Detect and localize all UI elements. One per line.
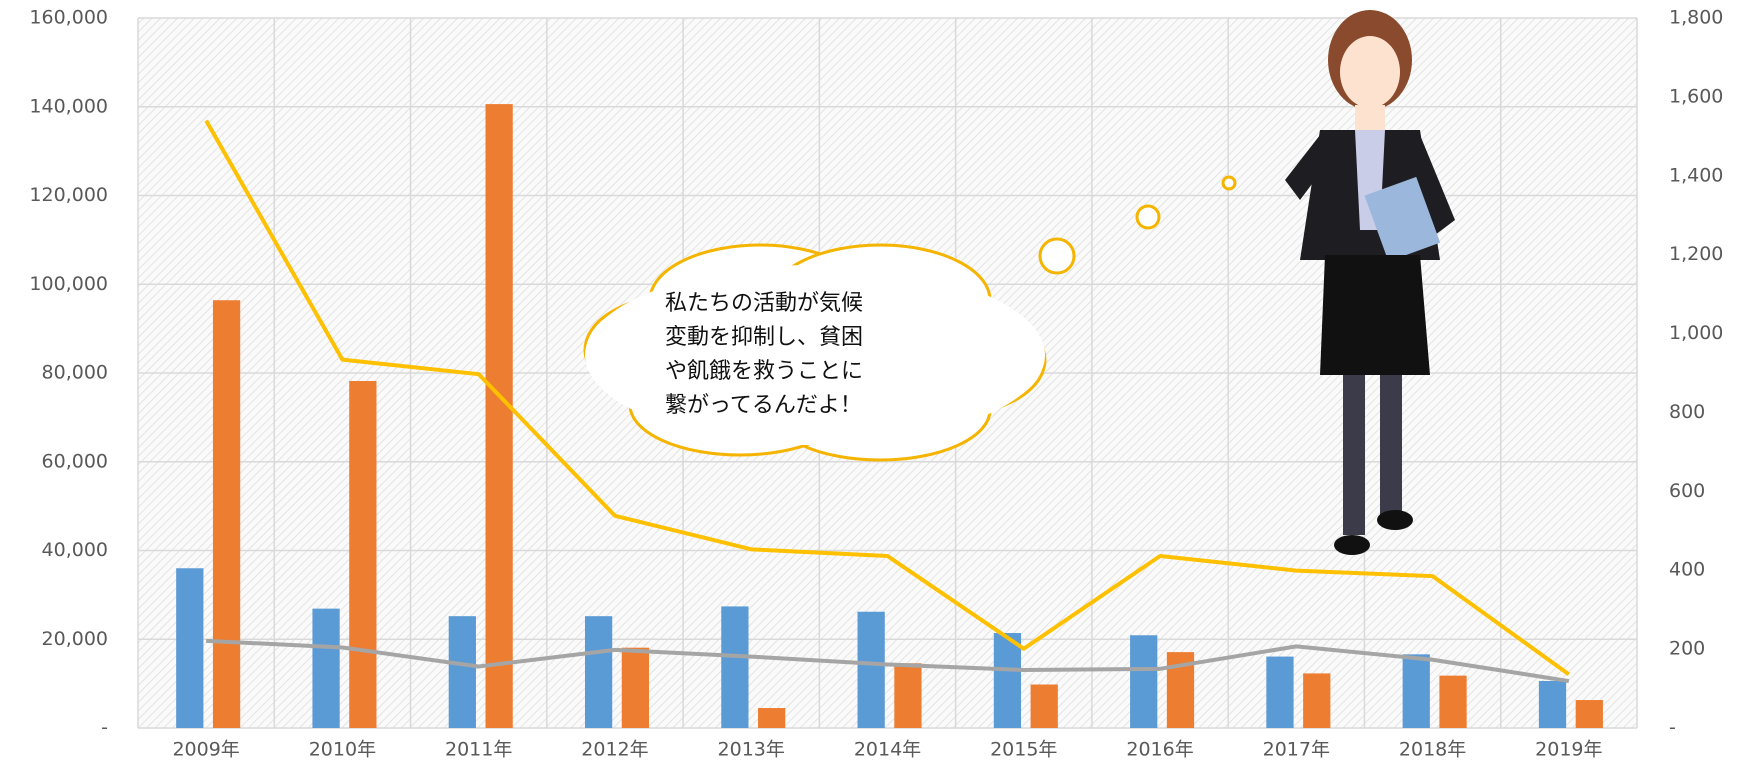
x-tick-label: 2010年 (309, 739, 376, 761)
y-tick-label: 120,000 (29, 184, 108, 206)
y-tick-label: 100,000 (29, 273, 108, 295)
x-tick-label: 2014年 (854, 739, 921, 761)
y-tick-label: 40,000 (42, 539, 108, 561)
bar (1303, 673, 1330, 728)
x-tick-label: 2012年 (581, 739, 648, 761)
x-tick-label: 2009年 (172, 739, 239, 761)
bar (1576, 700, 1603, 728)
bubble-line: 私たちの活動が気候 (665, 291, 863, 316)
y-tick-label: 160,000 (29, 7, 108, 29)
bar (449, 616, 476, 728)
bar (894, 663, 921, 728)
y-tick-label: 20,000 (42, 628, 108, 650)
y2-tick-label: - (1669, 717, 1676, 739)
bar (1031, 685, 1058, 728)
y2-tick-label: 1,400 (1669, 164, 1723, 186)
y-tick-label: 60,000 (42, 450, 108, 472)
bar (622, 648, 649, 728)
x-tick-label: 2018年 (1399, 739, 1466, 761)
chart: - 20,000 40,000 60,000 80,000 100,000 120,000 1… (0, 0, 1756, 763)
bar (1439, 676, 1466, 728)
bar (585, 616, 612, 728)
y2-tick-label: 800 (1669, 401, 1705, 423)
bar (758, 708, 785, 728)
y2-tick-label: 400 (1669, 559, 1705, 581)
bar (485, 104, 512, 728)
bar (1130, 635, 1157, 728)
y2-tick-label: 200 (1669, 638, 1705, 660)
bubble-line: 繋がってるんだよ！ (665, 393, 862, 418)
x-tick-label: 2017年 (1263, 739, 1330, 761)
y2-tick-label: 1,800 (1669, 7, 1723, 29)
y-tick-label: 80,000 (42, 362, 108, 384)
y2-tick-label: 1,600 (1669, 85, 1723, 107)
y-tick-label: - (101, 717, 108, 739)
bar (176, 568, 203, 728)
y2-tick-label: 1,200 (1669, 243, 1723, 265)
y-tick-label: 140,000 (29, 95, 108, 117)
bubble-line: 変動を抑制し、貧困 (665, 325, 863, 350)
y2-tick-label: 600 (1669, 480, 1705, 502)
bar (994, 633, 1021, 728)
bar (213, 300, 240, 728)
y2-tick-label: 1,000 (1669, 322, 1723, 344)
bar (349, 381, 376, 728)
bar (1539, 681, 1566, 728)
bar (1266, 657, 1293, 728)
bar (1403, 654, 1430, 728)
x-tick-label: 2011年 (445, 739, 512, 761)
bar (721, 606, 748, 728)
x-tick-label: 2019年 (1535, 739, 1602, 761)
bar (858, 612, 885, 728)
bubble-line: や飢餓を救うことに (665, 359, 863, 384)
x-tick-label: 2016年 (1126, 739, 1193, 761)
x-tick-label: 2015年 (990, 739, 1057, 761)
bar (312, 609, 339, 728)
x-tick-label: 2013年 (718, 739, 785, 761)
